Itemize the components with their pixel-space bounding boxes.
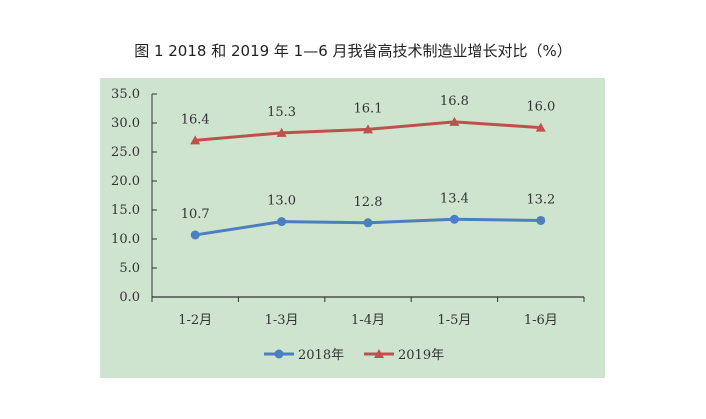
data-label: 16.8	[440, 94, 469, 109]
legend-label: 2018年	[298, 348, 344, 363]
x-tick-label: 1-2月	[178, 313, 212, 328]
data-point	[363, 124, 373, 134]
y-tick-label: 10.0	[111, 232, 140, 247]
x-tick-label: 1-6月	[524, 313, 558, 328]
y-tick-label: 15.0	[111, 203, 140, 218]
y-tick-label: 30.0	[111, 116, 140, 131]
y-tick-label: 20.0	[111, 174, 140, 189]
data-point	[535, 122, 546, 132]
y-axis-ticks: 0.0 5.0 10.0 15.0 20.0 25.0 30.0 35.0	[111, 87, 157, 305]
line-chart: 0.05.010.015.020.025.030.035.0 1-2月 1-3月 1…	[100, 78, 605, 378]
x-tick-label: 1-3月	[265, 313, 299, 328]
data-point	[277, 217, 287, 227]
y-tick-label: 5.0	[119, 261, 140, 276]
data-label: 10.7	[181, 207, 210, 222]
data-point	[449, 116, 460, 126]
data-label: 16.1	[354, 101, 383, 116]
y-tick-label: 0.0	[119, 290, 140, 305]
data-label: 16.0	[526, 100, 555, 115]
chart-panel: 0.0 5.0 10.0 15.0 20.0 25.0 30.0 35.0 1-2月 1-3月 1…	[100, 78, 605, 378]
x-tick-label: 1-5月	[437, 313, 471, 328]
data-point	[190, 230, 200, 240]
data-label: 13.4	[440, 191, 469, 206]
legend: 2018年 2019年	[264, 348, 444, 363]
y-tick-label: 25.0	[111, 145, 140, 160]
data-point	[363, 218, 373, 228]
y-tick-label: 35.0	[111, 87, 140, 102]
x-axis-ticks: 1-2月 1-3月 1-4月 1-5月 1-6月	[151, 297, 585, 328]
legend-marker	[374, 349, 384, 358]
legend-marker	[274, 349, 284, 359]
data-point	[276, 127, 287, 137]
x-tick-label: 1-4月	[351, 313, 385, 328]
series-layer: 10.7 13.0 12.8 13.4 13.2 16.4 15.3 16.1 16.8 16.0	[181, 94, 555, 240]
data-label: 16.4	[181, 112, 210, 127]
data-point	[190, 135, 201, 145]
data-label: 12.8	[354, 195, 383, 210]
data-label: 15.3	[267, 105, 296, 120]
data-label: 13.2	[526, 192, 555, 207]
data-point	[449, 214, 459, 224]
data-label: 13.0	[267, 194, 296, 209]
figure-title: 图 1 2018 和 2019 年 1—6 月我省高技术制造业增长对比（%）	[134, 42, 572, 60]
chart-background	[100, 78, 605, 378]
data-point	[536, 215, 546, 225]
legend-label: 2019年	[398, 348, 444, 363]
